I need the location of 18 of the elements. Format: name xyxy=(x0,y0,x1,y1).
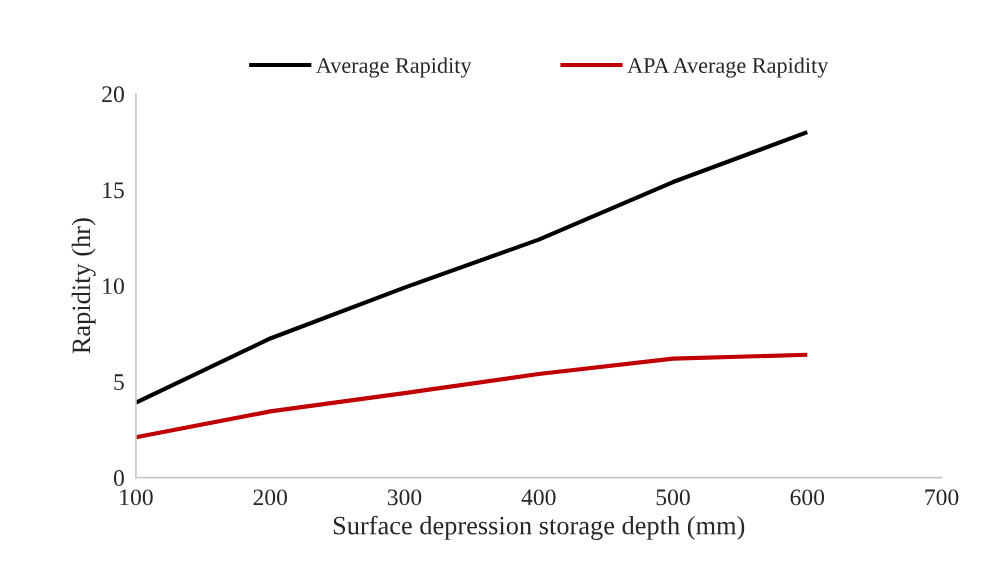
x-tick-label: 100 xyxy=(120,489,153,506)
y-tick-label: 5 xyxy=(114,374,124,391)
y-tick-label: 20 xyxy=(102,86,124,103)
x-tick-label: 500 xyxy=(656,489,690,506)
y-axis-title: Rapidity (hr) xyxy=(71,218,96,354)
y-tick-label: 15 xyxy=(103,182,124,199)
x-tick-label: 200 xyxy=(253,489,288,506)
y-tick-label: 10 xyxy=(103,278,124,295)
x-tick-label: 700 xyxy=(925,489,959,506)
y-tick-label: 0 xyxy=(113,470,124,487)
legend-label: APA Average Rapidity xyxy=(627,57,829,78)
x-tick-label: 600 xyxy=(790,489,825,506)
x-axis-title: Surface depression storage depth (mm) xyxy=(333,515,745,540)
line-series xyxy=(135,352,810,440)
x-tick-label: 300 xyxy=(387,489,422,506)
legend-label: Average Rapidity xyxy=(316,57,472,78)
x-tick-label: 400 xyxy=(521,489,556,506)
line-series xyxy=(135,130,810,405)
